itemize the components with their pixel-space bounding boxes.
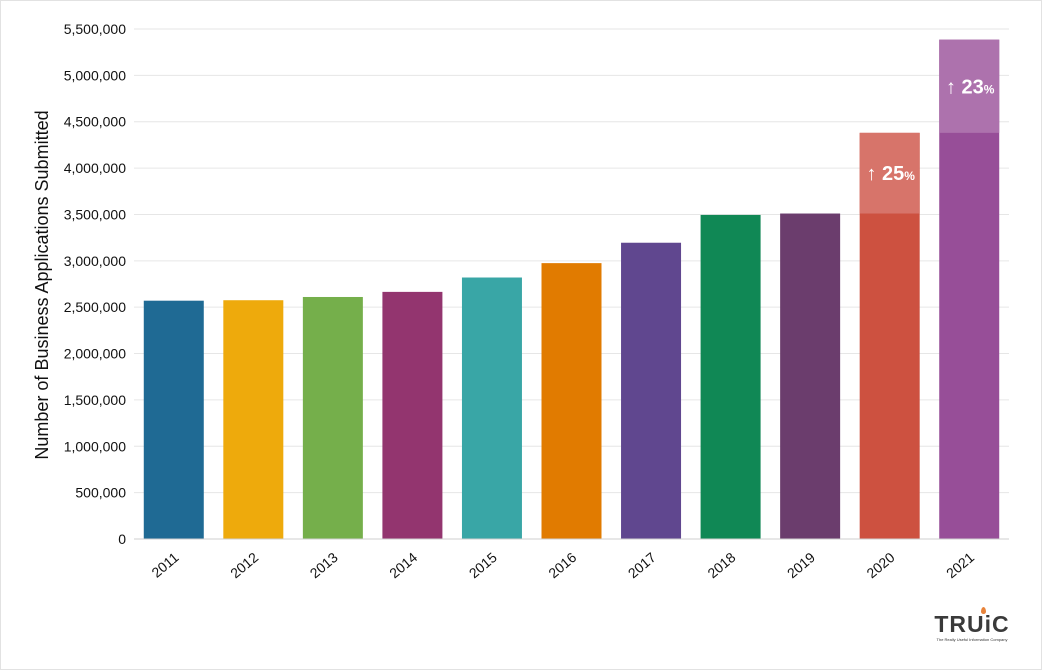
bar-2018 xyxy=(700,214,761,539)
increase-segment-2021 xyxy=(939,39,1000,133)
y-tick-label: 1,500,000 xyxy=(64,392,126,408)
bar-2012 xyxy=(223,300,284,539)
x-tick-label: 2020 xyxy=(863,549,897,581)
bar-2011 xyxy=(143,300,204,539)
increase-label-2021: ↑ 23% xyxy=(946,76,995,98)
x-tick-label: 2014 xyxy=(386,549,420,581)
bar-2016 xyxy=(541,263,602,539)
truic-logo: TRUiC The Really Useful Information Comp… xyxy=(929,607,1015,651)
bars xyxy=(143,39,1000,539)
y-tick-label: 5,000,000 xyxy=(64,67,126,83)
bar-2015 xyxy=(461,277,522,539)
x-tick-label: 2012 xyxy=(227,549,261,581)
y-tick-label: 500,000 xyxy=(75,485,126,501)
x-tick-label: 2015 xyxy=(466,549,500,581)
increase-label-2020: ↑ 25% xyxy=(866,163,915,185)
y-tick-label: 4,500,000 xyxy=(64,114,126,130)
bar-2013 xyxy=(302,296,363,539)
increase-highlights: ↑ 25% ↑ 23% xyxy=(859,39,1000,214)
y-tick-label: 2,500,000 xyxy=(64,299,126,315)
x-tick-label: 2017 xyxy=(625,549,659,581)
y-tick-label: 1,000,000 xyxy=(64,438,126,454)
y-tick-label: 3,500,000 xyxy=(64,206,126,222)
logo-wordmark: TRUiC xyxy=(934,611,1010,637)
x-tick-label: 2018 xyxy=(704,549,738,581)
x-tick-label: 2016 xyxy=(545,549,579,581)
y-tick-label: 5,500,000 xyxy=(64,21,126,37)
y-tick-label: 0 xyxy=(118,531,126,547)
bar-2019 xyxy=(780,213,841,539)
y-axis-label: Number of Business Applications Submitte… xyxy=(32,110,52,459)
x-tick-label: 2019 xyxy=(784,549,818,581)
x-tick-label: 2021 xyxy=(943,549,977,581)
flame-icon xyxy=(981,607,986,614)
y-axis-ticks: 0 500,000 1,000,000 1,500,000 2,000,000 2,500… xyxy=(64,21,127,547)
y-tick-label: 3,000,000 xyxy=(64,253,126,269)
x-tick-label: 2011 xyxy=(148,549,182,581)
y-tick-label: 2,000,000 xyxy=(64,346,126,362)
increase-segment-2020 xyxy=(859,132,920,214)
y-tick-label: 4,000,000 xyxy=(64,160,126,176)
x-axis-ticks: 2011 2012 2013 2014 2015 2016 2017 2018 2019 2020… xyxy=(148,549,977,581)
x-tick-label: 2013 xyxy=(307,549,341,581)
bar-2014 xyxy=(382,291,443,539)
logo-tagline: The Really Useful Information Company xyxy=(936,637,1008,642)
bar-2017 xyxy=(621,242,682,539)
